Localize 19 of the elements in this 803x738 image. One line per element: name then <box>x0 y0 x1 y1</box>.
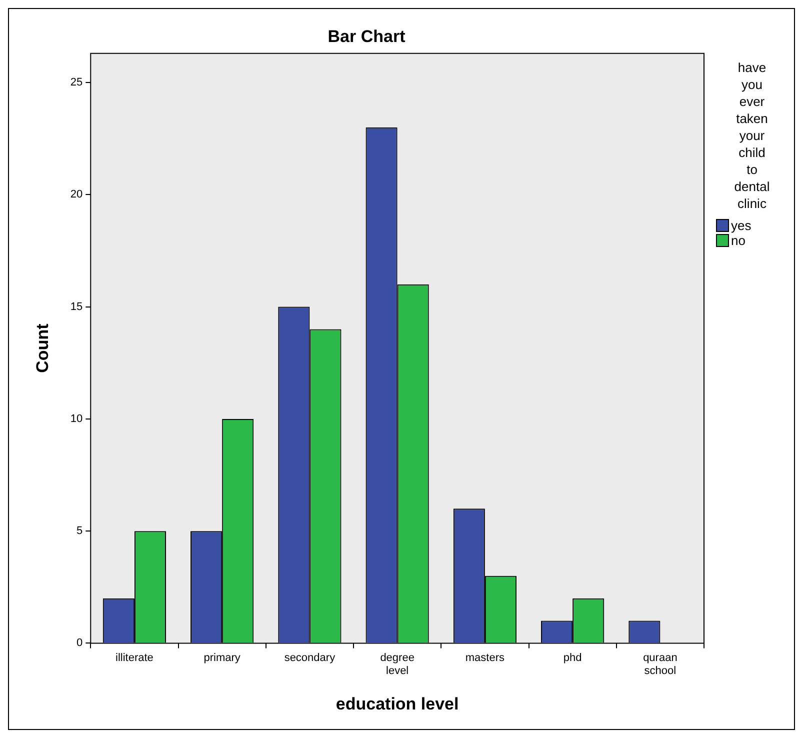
x-tick-label: primary <box>204 652 241 664</box>
y-tick-label: 10 <box>70 412 83 425</box>
y-tick-label: 5 <box>76 525 83 538</box>
x-tick-label: secondary <box>284 652 336 664</box>
legend-label: no <box>731 233 746 248</box>
x-tick-label: masters <box>465 652 505 664</box>
x-tick-label: degree level <box>380 652 414 678</box>
y-axis-title: Count <box>32 323 52 373</box>
y-tick-label: 15 <box>70 300 83 313</box>
y-tick-label: 0 <box>76 637 83 650</box>
x-tick-label: quraan school <box>643 652 678 678</box>
y-tick-label: 25 <box>70 76 83 89</box>
x-tick-label: phd <box>563 652 582 664</box>
x-tick-label: illiterate <box>115 652 154 664</box>
legend-label: yes <box>731 218 752 233</box>
text: have you ever taken your child to dental clinic <box>734 60 770 211</box>
chart-title: Bar Chart <box>328 26 406 46</box>
x-axis-title: education level <box>336 694 459 714</box>
y-tick-label: 20 <box>70 188 83 201</box>
